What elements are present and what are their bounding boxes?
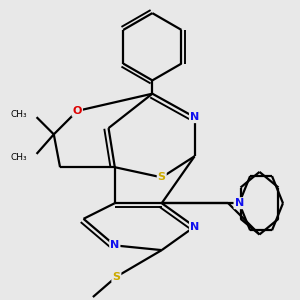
Text: O: O: [73, 106, 82, 116]
Text: N: N: [190, 112, 199, 122]
Text: N: N: [190, 222, 199, 232]
Text: S: S: [158, 172, 166, 182]
Text: CH₃: CH₃: [11, 152, 27, 161]
Text: N: N: [110, 240, 119, 250]
Text: S: S: [112, 272, 120, 282]
Text: CH₃: CH₃: [11, 110, 27, 118]
Text: N: N: [235, 198, 244, 208]
